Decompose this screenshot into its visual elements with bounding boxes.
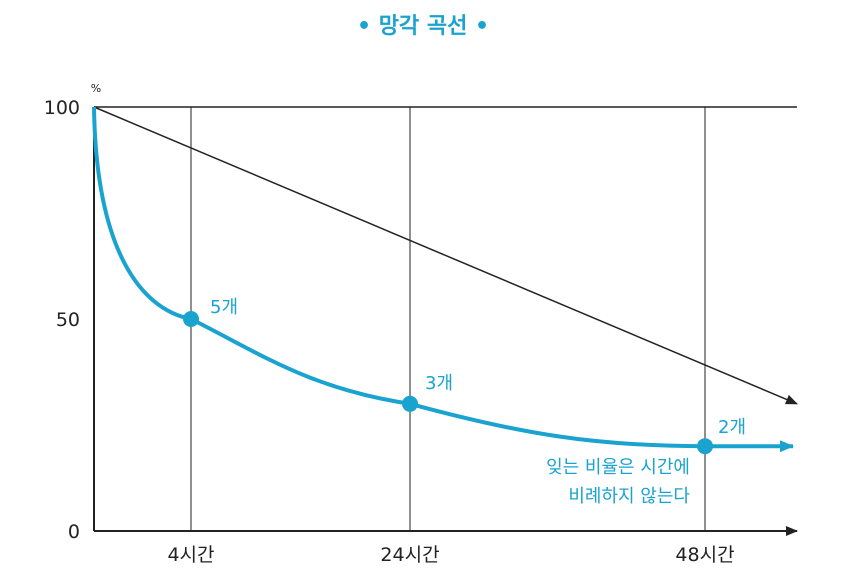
reference-line: [93, 106, 798, 405]
data-point-24h: [402, 395, 418, 412]
forgetting-curve-line: [92, 106, 794, 453]
point-label-4h: 5개: [210, 297, 238, 318]
y-tick-100: 100: [44, 97, 80, 119]
y-tick-0: 0: [68, 521, 80, 543]
data-point-4h: [183, 311, 199, 327]
data-point-48h: [697, 438, 713, 455]
data-points: [183, 311, 713, 455]
x-tick-24h: 24시간: [380, 544, 439, 566]
annotation-line-1: 잊는 비율은 시간에: [546, 457, 690, 478]
point-label-48h: 2개: [718, 417, 746, 438]
y-tick-50: 50: [56, 309, 80, 331]
x-tick-48h: 48시간: [675, 544, 734, 566]
annotation-line-2: 비례하지 않는다: [568, 486, 690, 507]
grid-lines: [94, 106, 797, 531]
point-label-24h: 3개: [425, 373, 453, 394]
y-unit-label: %: [91, 82, 101, 95]
chart-title: • 망각 곡선 •: [357, 14, 489, 39]
x-tick-4h: 4시간: [167, 544, 214, 566]
